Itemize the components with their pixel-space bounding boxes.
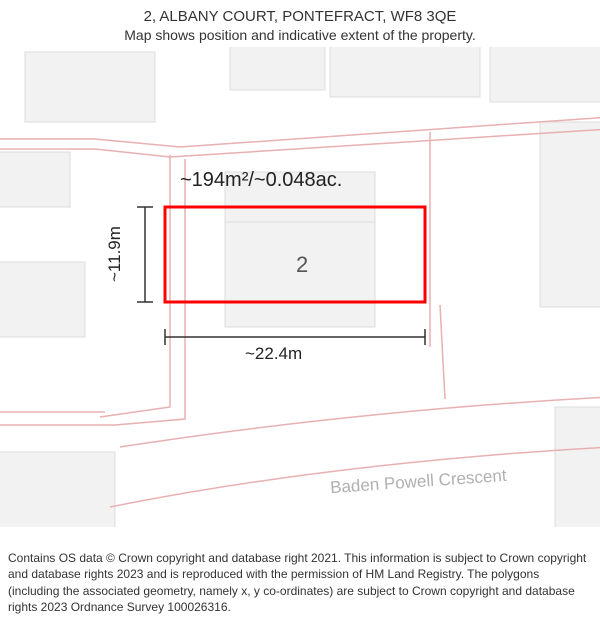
- area-label: ~194m²/~0.048ac.: [180, 169, 342, 192]
- height-label: ~11.9m: [105, 226, 125, 282]
- map-area: ~194m²/~0.048ac. ~11.9m ~22.4m 2 Baden P…: [0, 47, 600, 527]
- parcel-number: 2: [296, 252, 308, 278]
- page-title: 2, ALBANY COURT, PONTEFRACT, WF8 3QE: [0, 8, 600, 25]
- header: 2, ALBANY COURT, PONTEFRACT, WF8 3QE Map…: [0, 0, 600, 47]
- page-subtitle: Map shows position and indicative extent…: [0, 27, 600, 43]
- width-label: ~22.4m: [245, 344, 302, 364]
- footer-copyright: Contains OS data © Crown copyright and d…: [0, 544, 600, 625]
- map-svg: [0, 47, 600, 527]
